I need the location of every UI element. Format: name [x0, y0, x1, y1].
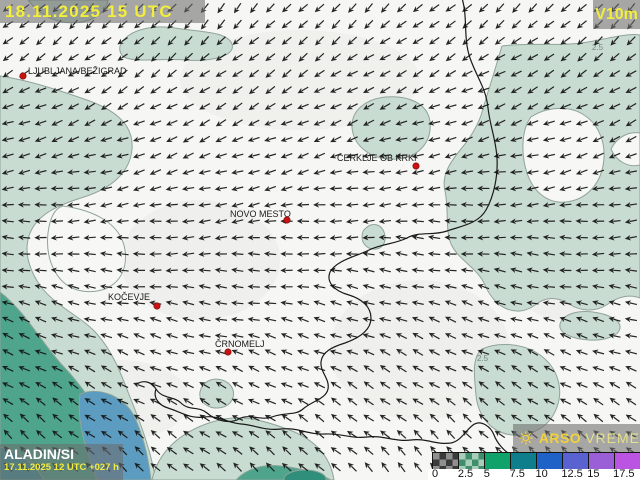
colorbar-tick-value: 17.5	[613, 468, 635, 480]
colorbar-segment	[562, 453, 588, 469]
country-border-layer	[136, 0, 512, 456]
city-dot	[153, 302, 161, 310]
wind-speed-colorbar	[432, 452, 640, 470]
valid-time-badge: 18.11.2025 15 UTC	[0, 0, 205, 23]
variable-label: V10m	[595, 6, 638, 23]
city-dot	[412, 162, 420, 170]
city-markers-layer: LJUBLJANA/BEŽIGRAD CERKLJE OB KRKI NOVO ME…	[19, 66, 420, 356]
city-dot	[283, 216, 291, 224]
colorbar-segment	[614, 453, 640, 469]
valid-time-label: 18.11.2025 15 UTC	[5, 2, 173, 21]
colorbar-segment	[484, 453, 510, 469]
colorbar-tick-value: 0	[432, 468, 439, 480]
contour-value-label: 2.5	[477, 354, 489, 363]
colorbar-segment	[536, 453, 562, 469]
city-marker: NOVO MESTO	[230, 209, 291, 224]
city-dot	[19, 72, 27, 80]
product-name: VREME	[585, 430, 640, 446]
city-label: LJUBLJANA/BEŽIGRAD	[28, 66, 127, 76]
city-marker: LJUBLJANA/BEŽIGRAD	[19, 66, 127, 80]
city-marker: KOČEVJE	[108, 292, 161, 310]
colorbar-tick-value: 12.5	[561, 468, 583, 480]
city-label: NOVO MESTO	[230, 209, 291, 219]
colorbar-segment	[588, 453, 614, 469]
colorbar-tick-labels: 0 2.5 5 7.5 10 12.5 15 17.5	[428, 468, 640, 480]
model-info-badge: ALADIN/SI 17.11.2025 12 UTC +027 h	[0, 444, 123, 480]
city-label: KOČEVJE	[108, 292, 150, 302]
model-name: ALADIN/SI	[4, 446, 74, 462]
run-label: 17.11.2025 12 UTC +027 h	[4, 462, 119, 473]
sun-icon	[519, 431, 533, 445]
city-dot	[224, 348, 232, 356]
colorbar-segment	[510, 453, 536, 469]
colorbar-tick-value: 5	[483, 468, 490, 480]
contour-value-label: 2.5	[592, 43, 604, 52]
city-label: ČRNOMELJ	[215, 339, 265, 349]
colorbar-segment	[458, 453, 484, 469]
city-marker: ČRNOMELJ	[215, 339, 265, 356]
contour-label-layer: 2.5 2.5	[477, 43, 604, 363]
colorbar-tick-value: 2.5	[457, 468, 474, 480]
colorbar-tick-value: 7.5	[509, 468, 525, 480]
colorbar-tick-value: 10	[535, 468, 548, 480]
city-label: CERKLJE OB KRKI	[337, 153, 417, 163]
arso-vreme-logo: ARSO VREME	[513, 424, 640, 452]
colorbar-segment	[433, 453, 458, 469]
agency-name: ARSO	[538, 430, 582, 446]
variable-badge: V10m	[593, 0, 640, 29]
colorbar-tick-value: 15	[587, 468, 600, 480]
city-marker: CERKLJE OB KRKI	[337, 153, 420, 170]
